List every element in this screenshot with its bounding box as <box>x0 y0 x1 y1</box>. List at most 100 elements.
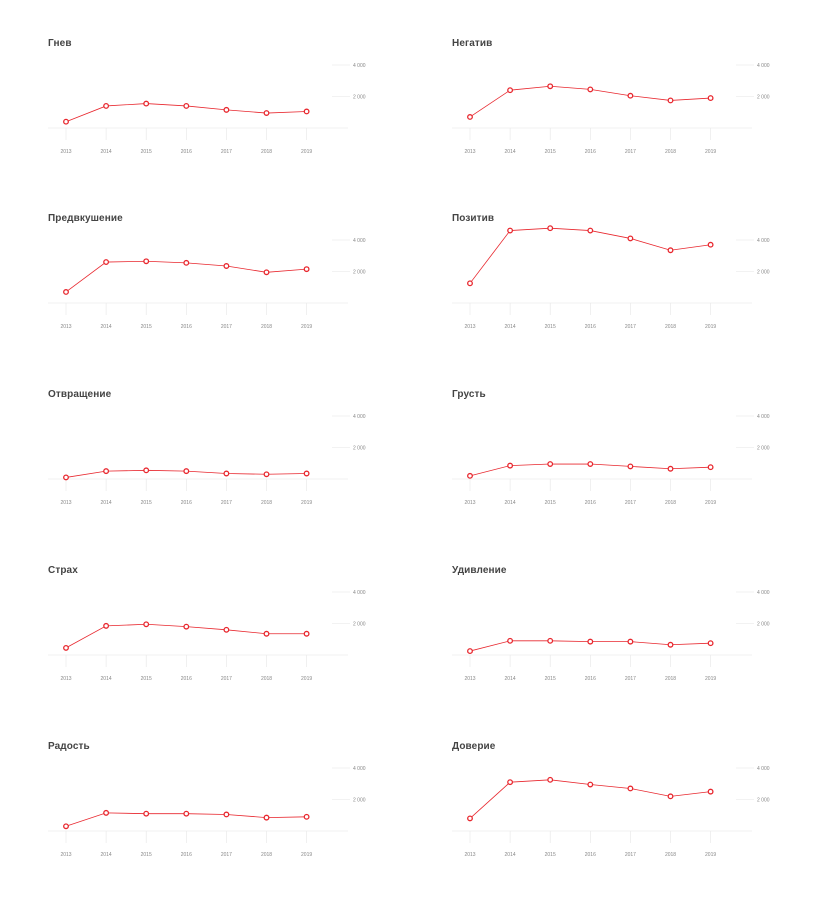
y-tick-label: 4 000 <box>353 766 366 772</box>
data-point <box>63 644 69 651</box>
y-tick-label: 4 000 <box>353 238 366 244</box>
data-point <box>143 621 150 628</box>
y-tick-label: 4 000 <box>353 414 366 420</box>
chart-panel-negative: Негатив 2 000 4 000 2013 2014 2015 2016 2017 20… <box>452 38 812 208</box>
x-tick-label: 2018 <box>665 852 676 858</box>
data-point <box>143 258 150 265</box>
y-tick-label: 4 000 <box>353 590 366 596</box>
x-tick-label: 2018 <box>665 676 676 682</box>
x-tick-label: 2019 <box>301 500 312 506</box>
chart-title: Негатив <box>452 38 493 49</box>
x-tick-label: 2017 <box>625 500 636 506</box>
x-tick-label: 2015 <box>545 324 556 330</box>
data-point <box>467 815 473 822</box>
x-tick-label: 2015 <box>141 149 152 155</box>
chart-svg: 2 000 4 000 2013 2014 2015 2016 2017 2018 2019 <box>48 766 366 858</box>
y-tick-label: 4 000 <box>757 766 770 772</box>
data-point <box>63 823 69 830</box>
data-point <box>303 813 310 820</box>
chart-svg: 2 000 4 000 2013 2014 2015 2016 2017 2018 2019 <box>452 225 770 330</box>
x-tick-label: 2016 <box>181 149 192 155</box>
chart-title: Страх <box>48 565 78 576</box>
x-tick-label: 2017 <box>625 149 636 155</box>
x-tick-label: 2017 <box>221 500 232 506</box>
x-tick-label: 2013 <box>60 324 71 330</box>
chart-panel-anger: Гнев 2 000 4 000 2013 2014 2015 2016 2017 2018 2… <box>48 38 408 208</box>
y-tick-label: 2 000 <box>353 797 366 803</box>
series-line <box>469 227 711 284</box>
data-point <box>103 809 110 816</box>
data-point <box>303 470 310 477</box>
x-tick-label: 2018 <box>261 676 272 682</box>
data-point <box>667 247 674 254</box>
x-tick-label: 2014 <box>505 324 516 330</box>
x-tick-label: 2018 <box>665 324 676 330</box>
data-point <box>547 225 554 232</box>
x-tick-label: 2017 <box>221 324 232 330</box>
data-point <box>63 118 69 125</box>
data-point <box>507 637 514 644</box>
data-point <box>303 108 310 115</box>
x-tick-label: 2015 <box>141 852 152 858</box>
data-point <box>707 241 714 248</box>
data-point <box>667 97 674 104</box>
x-tick-label: 2016 <box>181 852 192 858</box>
data-point <box>223 811 230 818</box>
data-point <box>627 785 634 792</box>
x-tick-label: 2013 <box>60 149 71 155</box>
chart-panel-positive: Позитив 2 000 4 000 2013 2014 2015 2016 2017 20… <box>452 213 812 383</box>
y-tick-label: 2 000 <box>757 797 770 803</box>
data-point <box>587 638 594 645</box>
data-point <box>223 470 230 477</box>
chart-panel-anticipation: Предвкушение 2 000 4 000 2013 2014 2015 2016 2… <box>48 213 408 383</box>
y-tick-label: 4 000 <box>757 590 770 596</box>
data-point <box>183 259 190 266</box>
chart-title: Отвращение <box>48 389 112 400</box>
x-tick-label: 2015 <box>141 676 152 682</box>
x-tick-label: 2017 <box>625 852 636 858</box>
y-tick-label: 4 000 <box>757 238 770 244</box>
data-point <box>507 227 514 234</box>
y-tick-label: 2 000 <box>353 94 366 100</box>
chart-svg: 2 000 4 000 2013 2014 2015 2016 2017 2018 2019 <box>452 766 770 858</box>
data-point <box>223 263 230 269</box>
chart-svg: 2 000 4 000 2013 2014 2015 2016 2017 2018 2019 <box>452 414 770 506</box>
y-tick-label: 2 000 <box>757 94 770 100</box>
y-tick-label: 2 000 <box>353 269 366 275</box>
y-tick-label: 4 000 <box>757 63 770 69</box>
chart-panel-disgust: Отвращение 2 000 4 000 2013 2014 2015 2016 201… <box>48 389 408 559</box>
x-tick-label: 2014 <box>101 500 112 506</box>
x-tick-label: 2018 <box>665 500 676 506</box>
data-point <box>667 465 674 472</box>
x-tick-label: 2016 <box>585 676 596 682</box>
x-tick-label: 2019 <box>705 852 716 858</box>
x-tick-label: 2015 <box>545 500 556 506</box>
data-point <box>103 102 110 109</box>
x-tick-label: 2017 <box>221 149 232 155</box>
data-point <box>667 793 674 800</box>
data-point <box>467 648 473 655</box>
x-tick-label: 2018 <box>261 500 272 506</box>
x-tick-label: 2015 <box>545 676 556 682</box>
data-point <box>547 776 554 783</box>
chart-title: Радость <box>48 741 90 752</box>
data-point <box>507 462 514 469</box>
x-tick-label: 2013 <box>60 676 71 682</box>
data-point <box>183 810 190 817</box>
data-point <box>627 463 634 470</box>
chart-panel-fear: Страх 2 000 4 000 2013 2014 2015 2016 2017 2018… <box>48 565 408 735</box>
data-point <box>263 814 270 821</box>
x-tick-label: 2014 <box>505 676 516 682</box>
x-tick-label: 2014 <box>505 149 516 155</box>
chart-panel-sadness: Грусть 2 000 4 000 2013 2014 2015 2016 2017 201… <box>452 389 812 559</box>
x-tick-label: 2015 <box>545 149 556 155</box>
y-tick-label: 2 000 <box>757 621 770 627</box>
chart-svg: 2 000 4 000 2013 2014 2015 2016 2017 2018 2019 <box>48 590 366 682</box>
chart-title: Грусть <box>452 389 486 400</box>
data-point <box>183 102 190 109</box>
data-point <box>467 280 473 287</box>
chart-title: Предвкушение <box>48 213 123 224</box>
data-point <box>707 95 714 102</box>
data-point <box>223 626 230 633</box>
chart-svg: 2 000 4 000 2013 2014 2015 2016 2017 2018 2019 <box>48 63 366 155</box>
